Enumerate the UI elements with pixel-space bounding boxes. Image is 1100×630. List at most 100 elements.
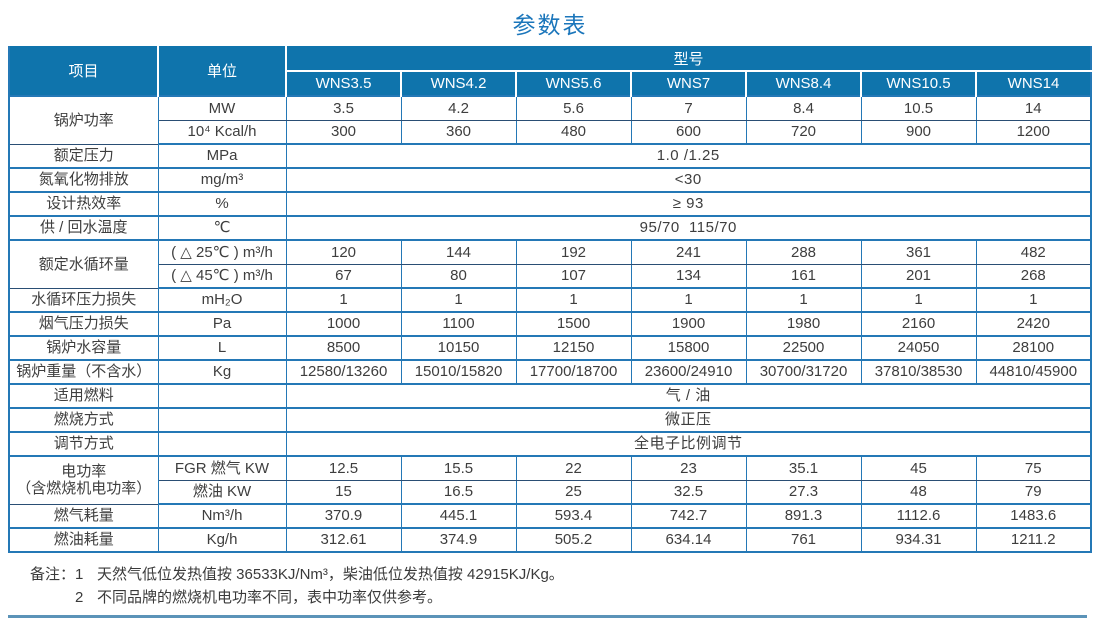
table-row: 水循环压力损失 mH₂O 1 1 1 1 1 1 1 (8, 287, 1092, 313)
cell-value: 1 (630, 287, 747, 313)
row-unit (157, 407, 287, 433)
footnotes: 备注： 1 天然气低位发热值按 36533KJ/Nm³，柴油低位发热值按 4291… (30, 563, 564, 610)
cell-value: 30700/31720 (745, 359, 862, 385)
cell-value: 48 (860, 479, 977, 505)
header-model-wns14: WNS14 (975, 71, 1091, 96)
cell-value: 192 (515, 239, 632, 265)
cell-value: 15800 (630, 335, 747, 361)
row-unit: Kg/h (157, 527, 287, 553)
cell-value: 12150 (515, 335, 632, 361)
header-item: 项目 (9, 46, 159, 96)
row-unit (157, 383, 287, 409)
cell-value: 1500 (515, 311, 632, 337)
cell-value-span: 气 / 油 (285, 383, 1092, 409)
cell-value: 1000 (285, 311, 402, 337)
cell-value: 12.5 (285, 455, 402, 481)
cell-value: 1980 (745, 311, 862, 337)
row-unit: Pa (157, 311, 287, 337)
row-label: 额定压力 (8, 143, 159, 169)
cell-value: 482 (975, 239, 1092, 265)
row-label: 设计热效率 (8, 191, 159, 217)
row-label: 水循环压力损失 (8, 287, 159, 313)
cell-value-span: 微正压 (285, 407, 1092, 433)
cell-value: 361 (860, 239, 977, 265)
header-model-wns8.4: WNS8.4 (745, 71, 861, 96)
cell-value: 288 (745, 239, 862, 265)
cell-value: 742.7 (630, 503, 747, 529)
row-unit: MW (157, 95, 287, 121)
cell-value: 505.2 (515, 527, 632, 553)
cell-value: 1 (285, 287, 402, 313)
footnote-number: 2 (75, 589, 84, 607)
row-unit: Kg (157, 359, 287, 385)
parameters-table: 项目 单位 型号 WNS3.5 WNS4.2 WNS5.6 WNS7 WNS8.4 WNS… (8, 46, 1092, 553)
cell-value: 79 (975, 479, 1092, 505)
header-model-wns5.6: WNS5.6 (515, 71, 631, 96)
cell-value: 600 (630, 119, 747, 145)
cell-value: 16.5 (400, 479, 517, 505)
cell-value: 3.5 (285, 95, 402, 121)
row-label: 烟气压力损失 (8, 311, 159, 337)
table-header: 项目 单位 型号 WNS3.5 WNS4.2 WNS5.6 WNS7 WNS8.4 WNS… (9, 46, 1091, 96)
cell-value: 15 (285, 479, 402, 505)
cell-value: 10150 (400, 335, 517, 361)
row-label: 燃气耗量 (8, 503, 159, 529)
cell-value: 28100 (975, 335, 1092, 361)
cell-value: 370.9 (285, 503, 402, 529)
row-unit: mH₂O (157, 287, 287, 313)
cell-value: 32.5 (630, 479, 747, 505)
row-label: 电功率 （含燃烧机电功率） (8, 455, 159, 505)
cell-value: 120 (285, 239, 402, 265)
cell-value: 7 (630, 95, 747, 121)
cell-value: 2160 (860, 311, 977, 337)
cell-value: 1 (400, 287, 517, 313)
row-label: 调节方式 (8, 431, 159, 457)
cell-value: 934.31 (860, 527, 977, 553)
cell-value: 374.9 (400, 527, 517, 553)
cell-value: 1200 (975, 119, 1092, 145)
cell-value: 761 (745, 527, 862, 553)
row-label: 燃烧方式 (8, 407, 159, 433)
footnote-item: 2 不同品牌的燃烧机电功率不同，表中功率仅供参考。 (75, 586, 564, 609)
cell-value-span: <30 (285, 167, 1092, 193)
cell-value: 1211.2 (975, 527, 1092, 553)
cell-value: 23600/24910 (630, 359, 747, 385)
footnote-number: 1 (75, 566, 84, 583)
cell-value: 268 (975, 263, 1092, 289)
cell-value: 15.5 (400, 455, 517, 481)
row-label: 供 / 回水温度 (8, 215, 159, 241)
cell-value: 12580/13260 (285, 359, 402, 385)
cell-value: 37810/38530 (860, 359, 977, 385)
header-model-wns7: WNS7 (630, 71, 746, 96)
row-label: 锅炉重量（不含水） (8, 359, 159, 385)
cell-value: 22 (515, 455, 632, 481)
table-row: 烟气压力损失 Pa 1000 1100 1500 1900 1980 2160 2420 (8, 311, 1092, 337)
row-unit: MPa (157, 143, 287, 169)
cell-value: 161 (745, 263, 862, 289)
row-unit: ( △ 45℃ ) m³/h (157, 263, 287, 289)
cell-value: 144 (400, 239, 517, 265)
cell-value: 5.6 (515, 95, 632, 121)
cell-value: 593.4 (515, 503, 632, 529)
header-model-wns10.5: WNS10.5 (860, 71, 976, 96)
footnote-text: 天然气低位发热值按 36533KJ/Nm³，柴油低位发热值按 42915KJ/K… (97, 566, 564, 583)
table-row: 适用燃料 气 / 油 (8, 383, 1092, 409)
row-label: 锅炉水容量 (8, 335, 159, 361)
cell-value: 720 (745, 119, 862, 145)
cell-value: 1483.6 (975, 503, 1092, 529)
table-row: 电功率 （含燃烧机电功率） FGR 燃气 KW 12.5 15.5 22 23 35.1 45… (8, 455, 1092, 505)
row-label: 氮氧化物排放 (8, 167, 159, 193)
row-unit: 10⁴ Kcal/h (157, 119, 287, 145)
table-row: 额定压力 MPa 1.0 /1.25 (8, 143, 1092, 169)
cell-value: 17700/18700 (515, 359, 632, 385)
cell-value: 35.1 (745, 455, 862, 481)
cell-value: 634.14 (630, 527, 747, 553)
cell-value: 445.1 (400, 503, 517, 529)
table-row: 锅炉水容量 L 8500 10150 12150 15800 22500 24050 28100 (8, 335, 1092, 361)
cell-value-span: 全电子比例调节 (285, 431, 1092, 457)
table-row: 额定水循环量( △ 25℃ ) m³/h 120 144 192 241 288 361 48… (8, 239, 1092, 289)
cell-value: 2420 (975, 311, 1092, 337)
table-row: ( △ 45℃ ) m³/h 67 80 107 134 161 201 268 (9, 263, 1092, 289)
cell-value: 134 (630, 263, 747, 289)
